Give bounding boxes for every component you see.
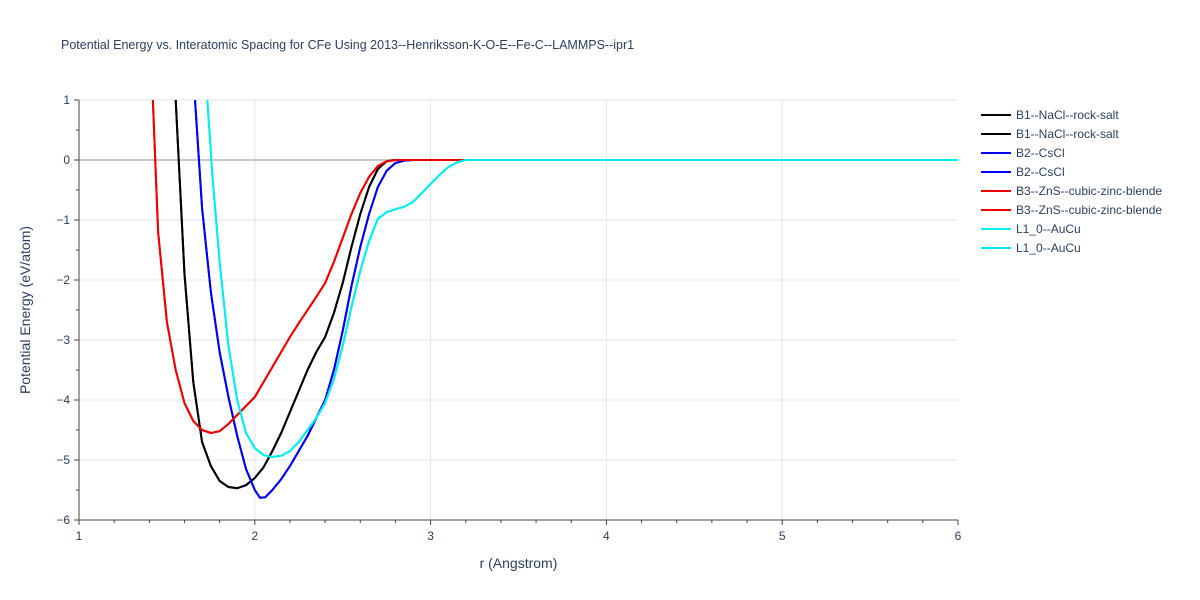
- x-tick-label: 4: [603, 529, 610, 543]
- y-tick-label: −6: [56, 513, 70, 527]
- x-tick-label: 2: [251, 529, 258, 543]
- y-tick-label: −1: [56, 213, 70, 227]
- y-tick-label: −4: [56, 393, 70, 407]
- legend-item[interactable]: L1_0--AuCu: [981, 241, 1081, 255]
- legend[interactable]: B1--NaCl--rock-salt B1--NaCl--rock-salt B2…: [981, 108, 1162, 255]
- y-tick-label: −2: [56, 273, 70, 287]
- x-tick-label: 6: [955, 529, 962, 543]
- legend-label: B3--ZnS--cubic-zinc-blende: [1016, 203, 1162, 217]
- y-axis-ticks: 1 0 −1 −2 −3 −4 −5 −6: [56, 93, 79, 527]
- legend-label: B2--CsCl: [1016, 146, 1065, 160]
- series-line-4: [151, 100, 958, 434]
- y-tick-label: −5: [56, 453, 70, 467]
- legend-label: B1--NaCl--rock-salt: [1016, 127, 1119, 141]
- legend-item[interactable]: L1_0--AuCu: [981, 222, 1081, 236]
- legend-label: L1_0--AuCu: [1016, 241, 1081, 255]
- legend-item[interactable]: B2--CsCl: [981, 165, 1065, 179]
- legend-label: L1_0--AuCu: [1016, 222, 1081, 236]
- chart-title: Potential Energy vs. Interatomic Spacing…: [61, 38, 634, 52]
- legend-item[interactable]: B2--CsCl: [981, 146, 1065, 160]
- legend-item[interactable]: B3--ZnS--cubic-zinc-blende: [981, 184, 1162, 198]
- legend-label: B1--NaCl--rock-salt: [1016, 108, 1119, 122]
- x-axis-title: r (Angstrom): [480, 555, 558, 571]
- series-layer: [151, 100, 958, 499]
- y-tick-label: 1: [63, 93, 70, 107]
- series-line-7: [206, 100, 958, 458]
- series-line-5: [151, 100, 958, 434]
- legend-item[interactable]: B3--ZnS--cubic-zinc-blende: [981, 203, 1162, 217]
- legend-label: B2--CsCl: [1016, 165, 1065, 179]
- x-tick-label: 3: [427, 529, 434, 543]
- series-line-1: [174, 100, 958, 490]
- legend-item[interactable]: B1--NaCl--rock-salt: [981, 127, 1119, 141]
- legend-label: B3--ZnS--cubic-zinc-blende: [1016, 184, 1162, 198]
- x-tick-label: 5: [779, 529, 786, 543]
- y-tick-label: 0: [63, 153, 70, 167]
- y-tick-label: −3: [56, 333, 70, 347]
- series-line-6: [206, 100, 958, 458]
- x-tick-label: 1: [76, 529, 83, 543]
- legend-item[interactable]: B1--NaCl--rock-salt: [981, 108, 1119, 122]
- y-axis-title: Potential Energy (eV/atom): [17, 226, 33, 394]
- grid: [79, 99, 958, 520]
- series-line-0: [174, 100, 958, 490]
- x-axis-ticks: 1 2 3 4 5 6: [76, 520, 962, 543]
